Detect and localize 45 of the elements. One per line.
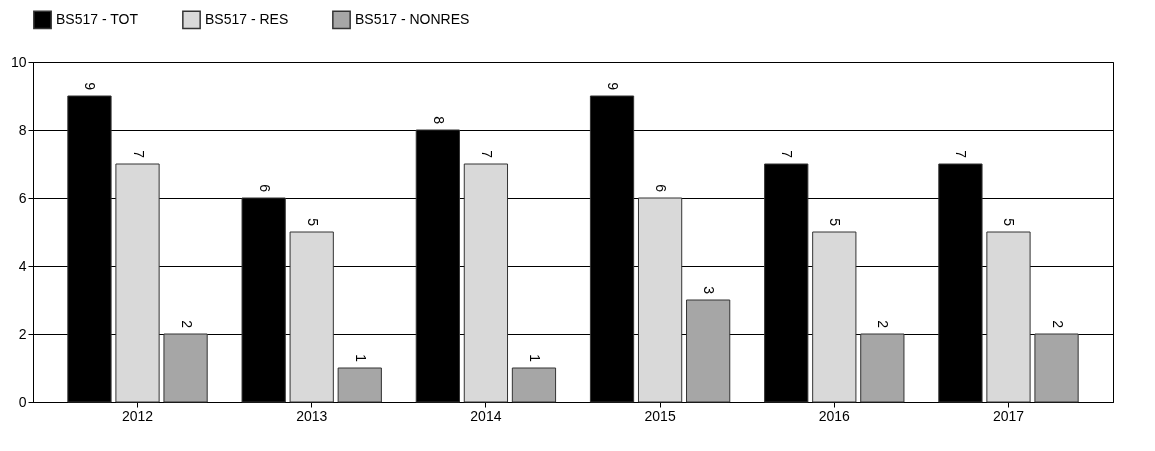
data-label: 7 xyxy=(478,150,495,159)
bar xyxy=(289,231,334,403)
data-label: 1 xyxy=(352,354,369,363)
data-label: 2 xyxy=(178,320,195,329)
data-label: 3 xyxy=(701,286,718,295)
bar xyxy=(163,333,208,403)
x-tick-label: 2014 xyxy=(470,407,502,424)
data-label: 9 xyxy=(82,82,99,91)
legend-label: BS517 - NONRES xyxy=(355,10,470,27)
bar xyxy=(686,299,731,403)
data-label: 1 xyxy=(526,354,543,363)
data-label: 7 xyxy=(953,150,970,159)
data-label: 6 xyxy=(653,184,670,193)
data-label: 7 xyxy=(130,150,147,159)
bar xyxy=(463,163,509,403)
data-label: 7 xyxy=(779,150,796,159)
x-tick-label: 2017 xyxy=(992,407,1025,424)
bar xyxy=(1034,333,1079,403)
bar xyxy=(860,333,905,403)
data-label: 6 xyxy=(256,184,273,193)
bar xyxy=(812,231,857,403)
y-tick-label: 0 xyxy=(18,393,27,410)
data-label: 9 xyxy=(605,82,622,91)
x-tick-label: 2015 xyxy=(644,407,676,424)
bar xyxy=(986,231,1031,403)
bar xyxy=(637,197,683,403)
data-label: 5 xyxy=(304,218,321,227)
bar xyxy=(115,163,160,403)
data-label: 8 xyxy=(430,116,447,125)
bar xyxy=(511,367,557,403)
data-label: 2 xyxy=(875,320,892,329)
legend-label: BS517 - TOT xyxy=(56,10,139,27)
y-tick-label: 10 xyxy=(10,53,27,70)
y-tick-label: 8 xyxy=(18,121,27,138)
x-tick-label: 2013 xyxy=(296,407,328,424)
legend-label: BS517 - RES xyxy=(205,10,289,27)
data-label: 5 xyxy=(1001,218,1018,227)
x-tick-label: 2012 xyxy=(121,407,154,424)
y-tick-label: 6 xyxy=(18,189,27,206)
x-tick-label: 2016 xyxy=(818,407,851,424)
data-label: 2 xyxy=(1049,320,1066,329)
y-tick-label: 4 xyxy=(18,257,27,274)
data-label: 5 xyxy=(827,218,844,227)
y-tick-label: 2 xyxy=(18,325,27,342)
bar xyxy=(337,367,382,403)
